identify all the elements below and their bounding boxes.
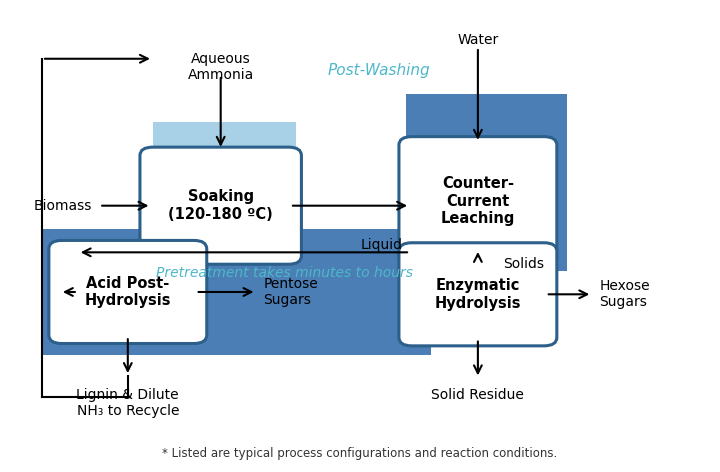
Text: * Listed are typical process configurations and reaction conditions.: * Listed are typical process configurati… (163, 447, 557, 460)
Text: Post-Washing: Post-Washing (328, 63, 431, 78)
Text: Enzymatic
Hydrolysis: Enzymatic Hydrolysis (435, 278, 521, 311)
Bar (406, 94, 567, 271)
FancyBboxPatch shape (399, 137, 557, 265)
Text: Hexose
Sugars: Hexose Sugars (599, 279, 650, 310)
Text: Biomass: Biomass (34, 199, 92, 213)
Text: Lignin & Dilute
NH₃ to Recycle: Lignin & Dilute NH₃ to Recycle (76, 388, 179, 418)
Text: Solid Residue: Solid Residue (431, 388, 524, 402)
Text: Pretreatment takes minutes to hours: Pretreatment takes minutes to hours (156, 266, 413, 280)
FancyBboxPatch shape (399, 243, 557, 346)
Text: Counter-
Current
Leaching: Counter- Current Leaching (441, 176, 515, 226)
FancyBboxPatch shape (49, 240, 207, 344)
Bar (42, 229, 431, 355)
Text: Acid Post-
Hydrolysis: Acid Post- Hydrolysis (84, 276, 171, 308)
Text: Pentose
Sugars: Pentose Sugars (264, 277, 318, 307)
Text: Soaking
(120-180 ºC): Soaking (120-180 ºC) (168, 189, 273, 222)
Text: Solids: Solids (503, 257, 544, 271)
Text: Liquid: Liquid (361, 238, 403, 253)
Text: Aqueous
Ammonia: Aqueous Ammonia (187, 52, 254, 82)
Text: Water: Water (457, 33, 498, 47)
FancyBboxPatch shape (140, 147, 302, 264)
Bar (153, 122, 296, 264)
